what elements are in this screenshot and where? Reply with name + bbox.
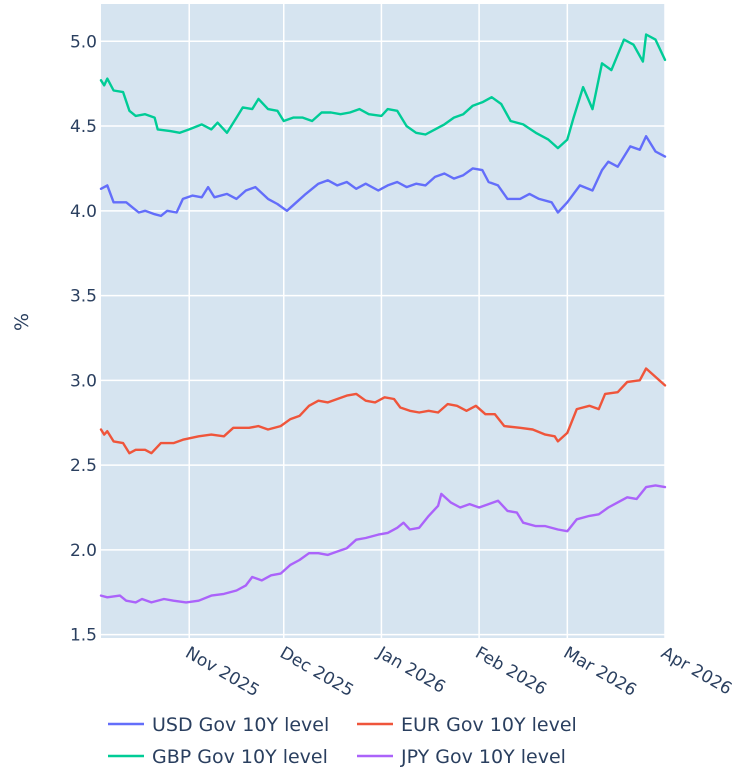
legend-label: GBP Gov 10Y level <box>152 746 328 768</box>
legend-item-usd-gov-10y-level[interactable]: USD Gov 10Y level <box>108 714 329 736</box>
y-tick-label: 4.0 <box>70 202 97 222</box>
plot-area <box>101 4 665 638</box>
series-line-usd-gov-10y-level <box>99 135 667 218</box>
y-tick-label: 2.5 <box>70 456 97 476</box>
legend-item-jpy-gov-10y-level[interactable]: JPY Gov 10Y level <box>357 746 566 768</box>
y-tick-label: 2.0 <box>70 541 97 561</box>
series-line-jpy-gov-10y-level <box>99 484 667 604</box>
legend-label: EUR Gov 10Y level <box>401 714 577 736</box>
series-line-gbp-gov-10y-level <box>99 33 667 150</box>
legend: USD Gov 10Y level EUR Gov 10Y level GBP Go… <box>108 714 577 768</box>
y-tick-label: 4.5 <box>70 117 97 137</box>
series-lines <box>99 33 667 604</box>
y-tick-label: 5.0 <box>70 32 97 52</box>
y-axis-title: % <box>11 313 33 331</box>
y-tick-label: 3.0 <box>70 371 97 391</box>
legend-label: USD Gov 10Y level <box>152 714 329 736</box>
y-tick-label: 1.5 <box>70 626 97 646</box>
y-axis-ticks: 1.5 2.0 2.5 3.0 3.5 4.0 4.5 5.0 <box>70 32 97 645</box>
legend-item-eur-gov-10y-level[interactable]: EUR Gov 10Y level <box>357 714 577 736</box>
y-tick-label: 3.5 <box>70 287 97 307</box>
legend-label: JPY Gov 10Y level <box>400 746 566 768</box>
series-line-eur-gov-10y-level <box>99 367 667 455</box>
legend-item-gbp-gov-10y-level[interactable]: GBP Gov 10Y level <box>108 746 328 768</box>
